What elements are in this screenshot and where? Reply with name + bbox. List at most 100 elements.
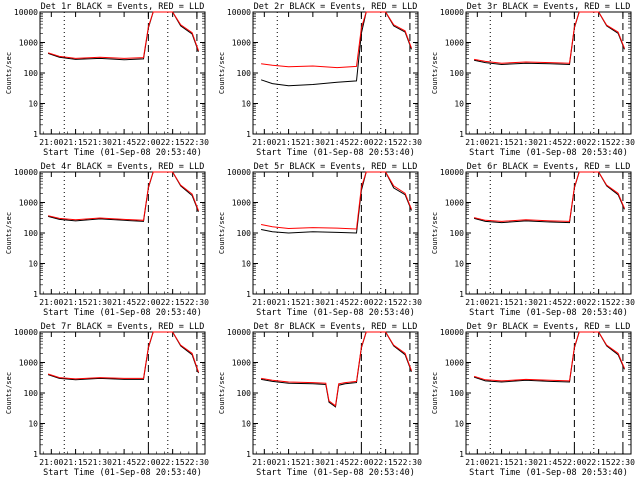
x-tick-label: 21:00 [39,298,63,307]
lld-series-line [261,171,412,230]
y-axis-label: Counts/sec [218,372,226,414]
x-tick-label: 21:45 [538,458,562,467]
y-tick-label: 100 [450,69,465,78]
y-tick-label: 10000 [14,168,38,177]
x-tick-label: 21:45 [325,138,349,147]
x-axis-label: Start Time (01-Sep-08 20:53:40) [256,148,415,158]
y-tick-label: 10 [241,100,251,109]
y-axis-label: Counts/sec [5,372,13,414]
y-tick-label: 1000 [445,359,464,368]
x-tick-label: 22:30 [611,298,635,307]
x-tick-label: 22:15 [374,298,398,307]
chart-title: Det 7r BLACK = Events, RED = LLD [41,322,205,332]
events-series-line [474,11,625,66]
y-tick-label: 10000 [227,168,251,177]
lld-series-line [473,331,625,382]
x-tick-label: 22:15 [587,138,611,147]
x-tick-label: 22:00 [562,298,586,307]
x-tick-label: 21:00 [39,458,63,467]
x-tick-label: 21:15 [490,138,514,147]
x-tick-label: 21:00 [465,138,489,147]
events-series-line [260,11,412,87]
y-tick-label: 100 [450,229,465,238]
x-tick-label: 21:45 [538,298,562,307]
x-tick-label: 22:00 [562,458,586,467]
y-tick-label: 10 [241,260,251,269]
x-tick-label: 22:00 [349,298,373,307]
x-tick-label: 21:00 [465,458,489,467]
x-tick-label: 22:30 [398,138,422,147]
y-tick-label: 10000 [440,8,464,17]
x-tick-label: 22:30 [398,458,422,467]
x-tick-label: 22:15 [374,458,398,467]
x-tick-label: 21:15 [277,138,301,147]
y-tick-label: 1 [33,130,38,139]
x-tick-label: 21:45 [325,298,349,307]
x-tick-label: 21:45 [112,458,136,467]
y-tick-label: 10000 [440,168,464,177]
x-axis-label: Start Time (01-Sep-08 20:53:40) [43,308,202,318]
x-axis-label: Start Time (01-Sep-08 20:53:40) [43,148,202,158]
x-tick-label: 21:30 [88,138,112,147]
x-tick-label: 22:30 [185,138,209,147]
chart-title: Det 4r BLACK = Events, RED = LLD [41,162,205,172]
chart-title: Det 2r BLACK = Events, RED = LLD [254,2,418,12]
lld-series-line [261,331,412,407]
x-tick-label: 21:30 [514,298,538,307]
lld-series-line [47,11,199,59]
y-tick-label: 1000 [19,359,38,368]
y-tick-label: 10 [28,260,38,269]
y-tick-label: 1 [33,290,38,299]
y-tick-label: 100 [24,69,39,78]
y-tick-label: 100 [24,229,39,238]
x-tick-label: 22:30 [611,458,635,467]
x-tick-label: 21:15 [64,138,88,147]
events-series-line [47,11,199,61]
x-tick-label: 21:15 [490,298,514,307]
x-tick-label: 21:30 [514,138,538,147]
x-tick-label: 22:00 [562,138,586,147]
detector-chart-8: Det 8r BLACK = Events, RED = LLD 1 10 100 10… [218,322,422,478]
y-tick-label: 1000 [232,39,251,48]
lld-series-line [47,331,199,380]
x-axis-label: Start Time (01-Sep-08 20:53:40) [43,468,202,478]
y-tick-label: 1 [246,450,251,459]
x-tick-label: 22:00 [136,138,160,147]
detector-chart-6: Det 6r BLACK = Events, RED = LLD 1 10 100 10… [431,162,635,318]
detector-chart-9: Det 9r BLACK = Events, RED = LLD 1 10 100 10… [431,322,635,478]
y-tick-label: 10 [454,100,464,109]
y-axis-label: Counts/sec [431,212,439,254]
y-axis-label: Counts/sec [218,212,226,254]
y-tick-label: 10 [28,100,38,109]
chart-title: Det 5r BLACK = Events, RED = LLD [254,162,418,172]
x-tick-label: 21:00 [39,138,63,147]
x-axis-label: Start Time (01-Sep-08 20:53:40) [256,308,415,318]
lld-series-line [473,171,625,222]
chart-title: Det 1r BLACK = Events, RED = LLD [41,2,205,12]
x-tick-label: 21:30 [88,458,112,467]
y-tick-label: 100 [237,229,252,238]
x-tick-label: 21:30 [301,298,325,307]
events-series-line [473,171,625,224]
y-tick-label: 10000 [227,328,251,337]
y-axis-label: Counts/sec [218,52,226,94]
y-axis-label: Counts/sec [5,52,13,94]
y-tick-label: 10000 [14,328,38,337]
x-tick-label: 21:15 [64,458,88,467]
detector-chart-2: Det 2r BLACK = Events, RED = LLD 1 10 100 10… [218,2,422,158]
x-tick-label: 22:15 [374,138,398,147]
events-series-line [473,331,625,383]
chart-title: Det 8r BLACK = Events, RED = LLD [254,322,418,332]
y-axis-label: Counts/sec [5,212,13,254]
x-tick-label: 21:15 [490,458,514,467]
y-tick-label: 10000 [440,328,464,337]
detector-chart-4: Det 4r BLACK = Events, RED = LLD 1 10 100 10… [5,162,209,318]
x-tick-label: 22:15 [587,298,611,307]
lld-series-line [474,11,625,64]
y-tick-label: 1000 [19,39,38,48]
x-tick-label: 21:30 [301,458,325,467]
y-tick-label: 10 [454,420,464,429]
x-tick-label: 21:15 [277,298,301,307]
x-tick-label: 21:30 [301,138,325,147]
y-tick-label: 100 [450,389,465,398]
